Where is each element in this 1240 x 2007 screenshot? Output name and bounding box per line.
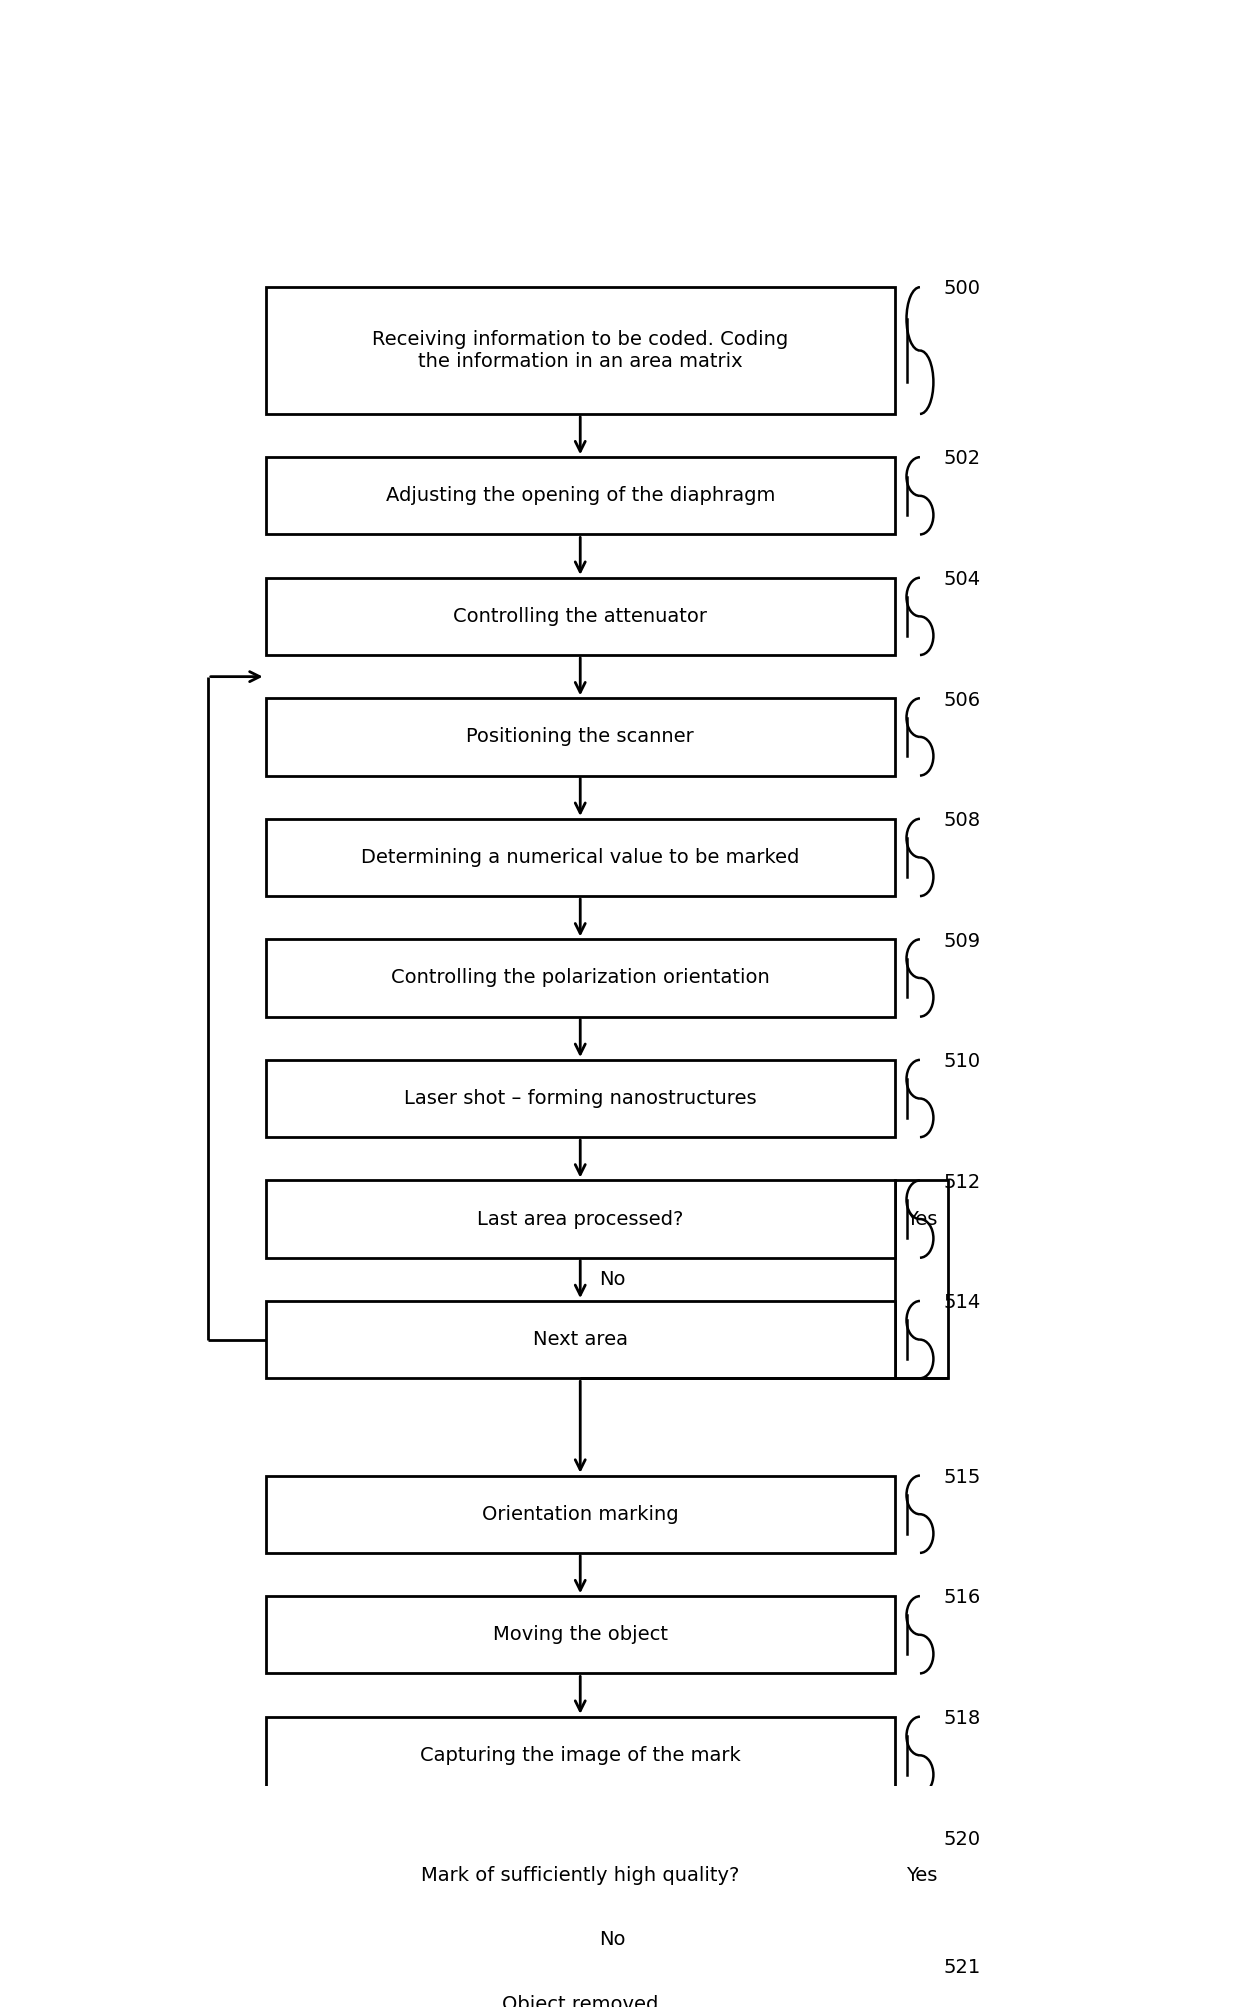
Text: 515: 515 <box>944 1467 981 1487</box>
Text: Next area: Next area <box>533 1331 627 1349</box>
Text: Controlling the attenuator: Controlling the attenuator <box>454 606 707 626</box>
Text: Moving the object: Moving the object <box>492 1626 668 1644</box>
FancyBboxPatch shape <box>895 1180 947 1379</box>
Text: 518: 518 <box>944 1710 981 1728</box>
Text: 514: 514 <box>944 1293 981 1313</box>
Text: 512: 512 <box>944 1172 981 1192</box>
FancyBboxPatch shape <box>265 1475 895 1553</box>
FancyBboxPatch shape <box>265 458 895 534</box>
FancyBboxPatch shape <box>265 698 895 775</box>
FancyBboxPatch shape <box>265 819 895 895</box>
Text: 502: 502 <box>944 450 980 468</box>
FancyBboxPatch shape <box>265 1596 895 1674</box>
FancyBboxPatch shape <box>265 1301 895 1379</box>
Text: 516: 516 <box>944 1588 981 1608</box>
Text: Adjusting the opening of the diaphragm: Adjusting the opening of the diaphragm <box>386 486 775 506</box>
FancyBboxPatch shape <box>265 1060 895 1138</box>
Text: 521: 521 <box>944 1957 981 1977</box>
Text: Positioning the scanner: Positioning the scanner <box>466 727 694 747</box>
Text: Object removed: Object removed <box>502 1995 658 2007</box>
Text: 510: 510 <box>944 1052 980 1072</box>
FancyBboxPatch shape <box>895 1836 947 2007</box>
Text: No: No <box>599 1931 626 1949</box>
Text: Mark of sufficiently high quality?: Mark of sufficiently high quality? <box>422 1867 739 1885</box>
FancyBboxPatch shape <box>265 1836 895 1915</box>
Text: 509: 509 <box>944 931 980 951</box>
Text: Laser shot – forming nanostructures: Laser shot – forming nanostructures <box>404 1090 756 1108</box>
FancyBboxPatch shape <box>265 578 895 654</box>
Text: No: No <box>599 1270 626 1288</box>
Text: Yes: Yes <box>905 1867 937 1885</box>
Text: 508: 508 <box>944 811 980 831</box>
Text: 506: 506 <box>944 690 980 710</box>
Text: 500: 500 <box>944 279 980 299</box>
FancyBboxPatch shape <box>265 939 895 1018</box>
Text: 520: 520 <box>944 1830 980 1848</box>
Text: 504: 504 <box>944 570 980 588</box>
Text: Last area processed?: Last area processed? <box>477 1210 683 1228</box>
FancyBboxPatch shape <box>265 1180 895 1258</box>
FancyBboxPatch shape <box>265 1716 895 1794</box>
Text: Yes: Yes <box>905 1210 937 1228</box>
Text: Capturing the image of the mark: Capturing the image of the mark <box>420 1746 740 1764</box>
FancyBboxPatch shape <box>265 287 895 413</box>
FancyBboxPatch shape <box>265 1965 895 2007</box>
Text: Determining a numerical value to be marked: Determining a numerical value to be mark… <box>361 847 800 867</box>
Text: Receiving information to be coded. Coding
the information in an area matrix: Receiving information to be coded. Codin… <box>372 329 789 371</box>
Text: Controlling the polarization orientation: Controlling the polarization orientation <box>391 969 770 987</box>
Text: Orientation marking: Orientation marking <box>482 1505 678 1523</box>
